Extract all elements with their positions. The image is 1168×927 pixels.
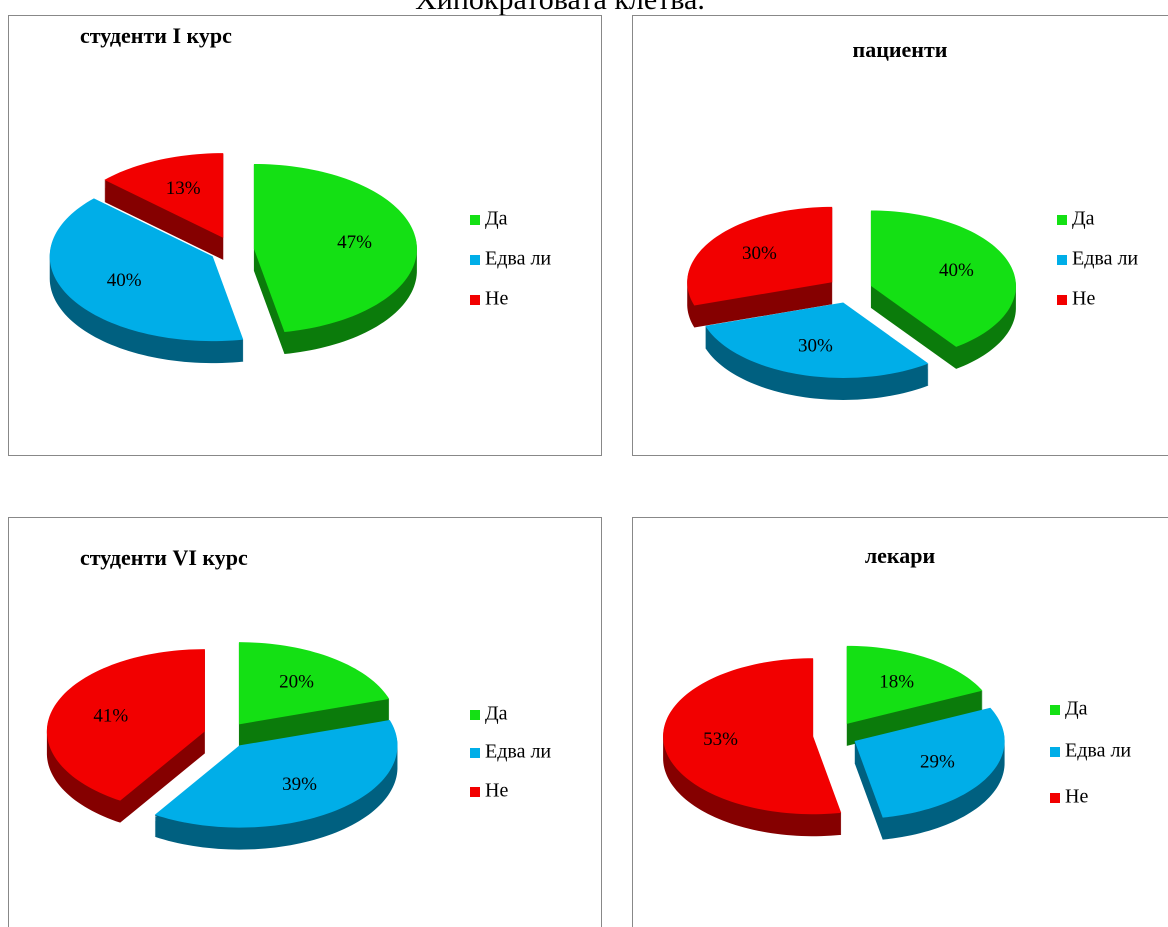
data-label: 20% xyxy=(279,671,314,692)
legend-swatch xyxy=(470,295,480,305)
data-label: 40% xyxy=(107,270,142,291)
chart-title: лекари xyxy=(865,543,936,568)
data-label: 47% xyxy=(337,232,372,253)
legend-label: Не xyxy=(1072,288,1095,310)
data-label: 30% xyxy=(798,335,833,356)
legend-label: Да xyxy=(485,703,508,725)
legend-label: Да xyxy=(1072,208,1095,230)
slice xyxy=(154,720,398,828)
legend-label: Не xyxy=(485,780,508,802)
slice xyxy=(705,302,929,378)
heading: Хипократовата клетва. xyxy=(415,0,705,16)
legend-swatch xyxy=(1057,215,1067,225)
legend-swatch xyxy=(470,255,480,265)
legend-label: Да xyxy=(485,208,508,230)
slice xyxy=(49,198,244,342)
panel xyxy=(632,15,1168,456)
data-label: 40% xyxy=(939,260,974,281)
slice xyxy=(46,649,205,801)
data-label: 39% xyxy=(282,774,317,795)
legend-swatch xyxy=(1050,747,1060,757)
slice xyxy=(253,163,417,333)
panel xyxy=(8,517,602,927)
legend-label: Едва ли xyxy=(1072,248,1138,270)
legend-swatch xyxy=(470,748,480,758)
panel xyxy=(632,517,1168,927)
slice xyxy=(870,210,1016,347)
slice xyxy=(238,642,390,725)
legend-label: Не xyxy=(485,288,508,310)
slice xyxy=(663,658,842,815)
data-label: 18% xyxy=(879,671,914,692)
data-label: 41% xyxy=(93,705,128,726)
chart-title: студенти VI курс xyxy=(80,545,248,570)
data-label: 30% xyxy=(742,243,777,264)
legend-swatch xyxy=(470,215,480,225)
legend-swatch xyxy=(470,787,480,797)
chart-title: пациенти xyxy=(853,37,948,62)
legend-swatch xyxy=(1057,255,1067,265)
legend-label: Да xyxy=(1065,698,1088,720)
slice xyxy=(854,707,1005,818)
legend-label: Едва ли xyxy=(485,741,551,763)
slice xyxy=(846,645,983,724)
legend-swatch xyxy=(470,710,480,720)
legend-swatch xyxy=(1050,793,1060,803)
data-label: 29% xyxy=(920,751,955,772)
slice xyxy=(687,206,833,306)
slice xyxy=(104,153,224,238)
data-label: 13% xyxy=(166,178,201,199)
legend-swatch xyxy=(1050,705,1060,715)
legend-label: Едва ли xyxy=(1065,740,1131,762)
legend-label: Не xyxy=(1065,786,1088,808)
chart-title: студенти I курс xyxy=(80,23,232,48)
legend-swatch xyxy=(1057,295,1067,305)
panel xyxy=(8,15,602,456)
data-label: 53% xyxy=(703,729,738,750)
legend-label: Едва ли xyxy=(485,248,551,270)
